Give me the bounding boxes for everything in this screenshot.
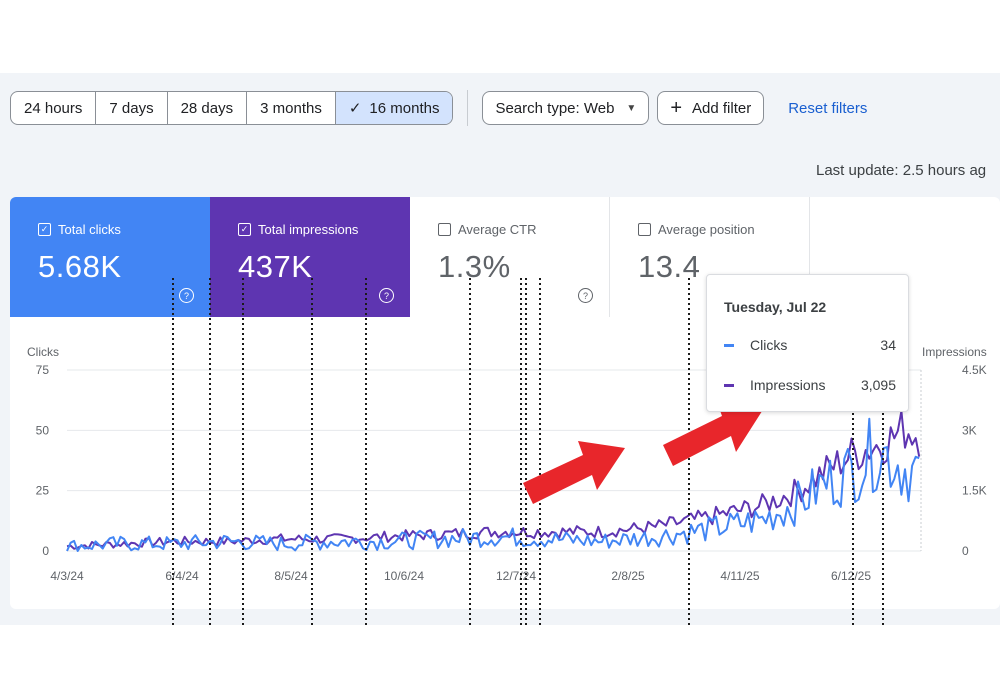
range-16-months[interactable]: ✓ 16 months [335,92,453,124]
metric-total-impressions[interactable]: ✓ Total impressions 437K ? [210,197,410,317]
right-axis-ticks: 4.5K 3K 1.5K 0 [962,363,987,558]
reset-filters-link[interactable]: Reset filters [788,99,868,117]
red-arrow-icon [523,441,625,504]
range-7-days[interactable]: 7 days [96,92,168,124]
metric-value: 1.3% [438,249,511,284]
check-icon: ✓ [348,100,362,117]
x-tick-label: 10/6/24 [384,569,424,583]
left-tick-label: 25 [36,484,50,498]
red-arrow-icon [663,402,764,466]
checkbox-unchecked-icon[interactable] [438,223,451,236]
help-icon[interactable]: ? [179,288,194,303]
add-filter-button[interactable]: + Add filter [657,91,765,125]
x-tick-label: 6/12/25 [831,569,871,583]
right-tick-label: 1.5K [962,484,987,498]
metric-value: 5.68K [38,249,122,284]
metric-total-clicks[interactable]: ✓ Total clicks 5.68K ? [10,197,210,317]
range-28-days[interactable]: 28 days [168,92,248,124]
x-tick-label: 4/11/25 [720,569,759,583]
right-axis-title: Impressions [922,345,987,359]
right-tick-label: 3K [962,423,977,437]
series-line-impressions [66,410,921,550]
left-axis-ticks: 75 50 25 0 [36,363,50,558]
legend-swatch [724,383,734,387]
date-range-selector: 24 hours 7 days 28 days 3 months ✓ 16 mon… [10,91,454,125]
x-tick-label: 4/3/24 [50,569,84,583]
filter-toolbar: 24 hours 7 days 28 days 3 months ✓ 16 mon… [10,90,868,126]
caret-down-icon: ▼ [626,102,637,114]
x-tick-label: 2/8/25 [611,569,645,583]
chart-tooltip: Tuesday, Jul 22 Clicks 34 Impressions 3,… [706,274,909,412]
help-icon[interactable]: ? [379,288,394,303]
tooltip-row-impressions: Impressions 3,095 [724,377,896,393]
checkbox-checked-icon[interactable]: ✓ [38,223,51,236]
tooltip-row-clicks: Clicks 34 [724,337,896,353]
left-tick-label: 50 [36,423,50,437]
last-update-text: Last update: 2.5 hours ag [816,162,987,179]
x-tick-label: 6/4/24 [165,569,199,583]
range-3-months[interactable]: 3 months [247,92,336,124]
help-icon[interactable]: ? [578,288,593,303]
series-lines [66,410,921,552]
range-24-hours[interactable]: 24 hours [11,92,97,124]
metric-value: 437K [238,249,313,284]
tooltip-date: Tuesday, Jul 22 [724,299,827,315]
x-axis-ticks: 4/3/24 6/4/24 8/5/24 10/6/24 12/7/24 2/8/25 4/… [50,569,871,583]
legend-swatch [724,343,734,347]
plus-icon: + [670,97,682,119]
left-axis-title: Clicks [27,345,59,359]
checkbox-checked-icon[interactable]: ✓ [238,223,251,236]
red-arrow-annotations [523,402,764,504]
right-tick-label: 4.5K [962,363,987,377]
checkbox-unchecked-icon[interactable] [638,223,651,236]
left-tick-label: 0 [42,544,49,558]
right-tick-label: 0 [962,544,969,558]
metric-average-ctr[interactable]: Average CTR 1.3% ? [410,197,610,317]
x-tick-label: 8/5/24 [274,569,308,583]
toolbar-divider [467,90,469,126]
dotted-annotation-lines [172,278,884,627]
series-line-clicks [66,417,920,552]
search-type-dropdown[interactable]: Search type: Web ▼ [482,91,650,125]
x-tick-label: 12/7/24 [496,569,536,583]
left-tick-label: 75 [36,363,50,377]
